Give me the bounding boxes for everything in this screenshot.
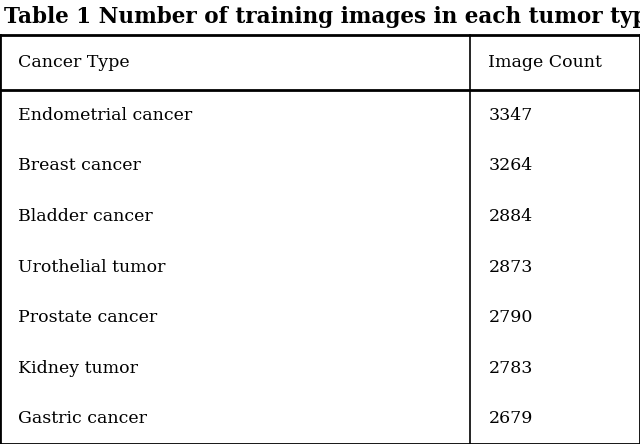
Text: 2783: 2783 (488, 360, 532, 377)
Text: 2884: 2884 (488, 208, 532, 225)
Text: 3264: 3264 (488, 157, 532, 174)
Text: 3347: 3347 (488, 107, 532, 124)
Text: Table 1 Number of training images in each tumor type.: Table 1 Number of training images in eac… (4, 6, 640, 28)
Text: Gastric cancer: Gastric cancer (18, 410, 147, 427)
Text: 2679: 2679 (488, 410, 532, 427)
Text: Kidney tumor: Kidney tumor (18, 360, 138, 377)
Text: Image Count: Image Count (488, 54, 602, 71)
Text: 2873: 2873 (488, 258, 532, 275)
Text: 2790: 2790 (488, 309, 532, 326)
Text: Urothelial tumor: Urothelial tumor (18, 258, 166, 275)
Text: Bladder cancer: Bladder cancer (18, 208, 153, 225)
Text: Cancer Type: Cancer Type (18, 54, 130, 71)
Text: Prostate cancer: Prostate cancer (18, 309, 157, 326)
Text: Breast cancer: Breast cancer (18, 157, 141, 174)
Text: Endometrial cancer: Endometrial cancer (18, 107, 192, 124)
